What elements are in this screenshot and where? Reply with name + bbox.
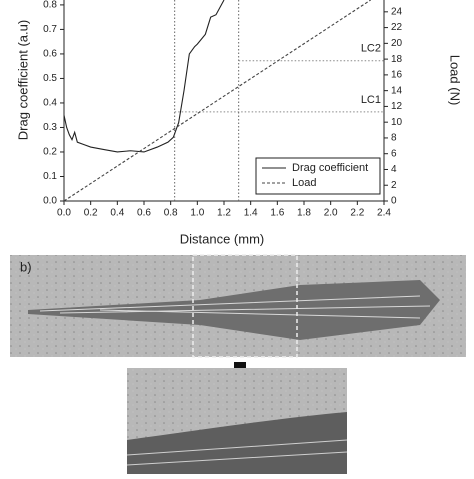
legend-label: Load [292, 177, 316, 189]
y-tick-label: 0.3 [43, 122, 57, 133]
y-tick-label: 0.1 [43, 171, 57, 182]
x-tick-label: 0.2 [84, 208, 98, 219]
x-tick-label: 1.2 [217, 208, 231, 219]
y2-tick-label: 14 [391, 85, 403, 96]
x-tick-label: 1.8 [297, 208, 311, 219]
legend-label: Drag coefficient [292, 162, 368, 174]
y2-tick-label: 12 [391, 101, 403, 112]
series-line [63, 0, 225, 153]
y2-axis-label: Load (N) [448, 55, 463, 106]
y2-tick-label: 22 [391, 22, 403, 33]
y2-tick-label: 6 [391, 148, 397, 159]
y-tick-label: 0.4 [43, 98, 57, 109]
zoom-lines [126, 439, 348, 466]
series-line [63, 0, 371, 202]
x-axis-label: Distance (mm) [180, 231, 265, 246]
x-tick-label: 0.6 [137, 208, 151, 219]
scratch-lines [39, 295, 431, 319]
x-tick-label: 2.4 [377, 208, 391, 219]
x-tick-label: 1.4 [244, 208, 258, 219]
y2-tick-label: 16 [391, 70, 403, 81]
y2-tick-label: 10 [391, 117, 403, 128]
critical-load-label: LC2 [361, 43, 381, 55]
y2-tick-label: 0 [391, 196, 397, 207]
critical-load-label: LC1 [361, 94, 381, 106]
y-tick-label: 0.6 [43, 49, 57, 60]
y-tick-label: 0.7 [43, 24, 57, 35]
y2-tick-label: 2 [391, 180, 397, 191]
zoom-box [192, 254, 298, 358]
y2-tick-label: 24 [391, 6, 403, 17]
y2-tick-label: 20 [391, 38, 403, 49]
x-tick-label: 0.4 [110, 208, 124, 219]
legend-box [255, 157, 381, 195]
x-tick-label: 1.0 [190, 208, 204, 219]
zoom-track [127, 412, 347, 474]
x-tick-label: 2.0 [324, 208, 338, 219]
panel-label: b) [20, 259, 32, 274]
y2-tick-label: 4 [391, 164, 397, 175]
y-tick-label: 0.2 [43, 147, 57, 158]
x-tick-label: 1.6 [270, 208, 284, 219]
y-tick-label: 0.8 [43, 0, 57, 11]
x-tick-label: 2.2 [350, 208, 364, 219]
y-axis-label: Drag coefficient (a.u) [15, 20, 30, 140]
y-tick-label: 0.5 [43, 73, 57, 84]
y2-tick-label: 8 [391, 133, 397, 144]
x-tick-label: 0.8 [164, 208, 178, 219]
x-tick-label: 0.0 [57, 208, 71, 219]
y2-tick-label: 18 [391, 54, 403, 65]
y-tick-label: 0.0 [43, 196, 57, 207]
